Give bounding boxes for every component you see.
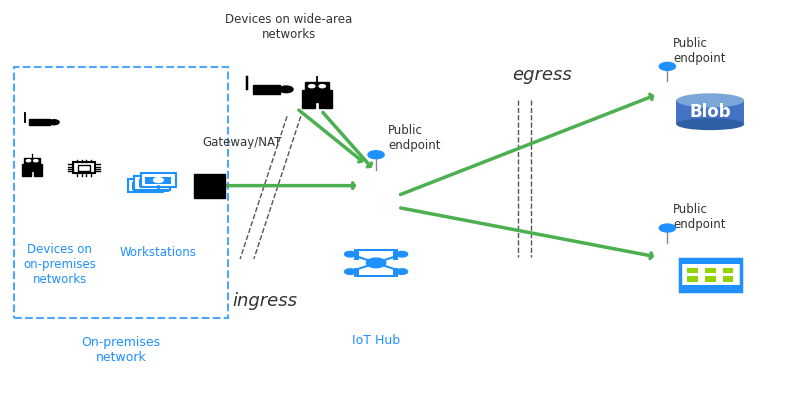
FancyBboxPatch shape [73,162,95,173]
FancyBboxPatch shape [722,268,732,273]
Text: egress: egress [512,66,571,84]
FancyBboxPatch shape [22,172,31,176]
FancyBboxPatch shape [676,101,744,124]
FancyBboxPatch shape [393,268,398,277]
Text: Blob: Blob [689,103,730,121]
Circle shape [396,269,407,275]
Text: Devices on
on-premises
networks: Devices on on-premises networks [24,243,96,286]
Circle shape [366,258,385,268]
FancyBboxPatch shape [302,90,332,102]
FancyBboxPatch shape [305,82,328,90]
FancyBboxPatch shape [354,251,358,260]
Circle shape [140,183,150,188]
Circle shape [344,269,355,275]
Text: Devices on wide-area
networks: Devices on wide-area networks [225,13,352,41]
FancyBboxPatch shape [704,277,714,282]
Text: ingress: ingress [232,292,297,310]
Circle shape [308,85,315,88]
FancyBboxPatch shape [319,103,332,108]
FancyBboxPatch shape [679,285,740,290]
FancyBboxPatch shape [134,176,169,190]
FancyBboxPatch shape [393,251,398,260]
Circle shape [33,160,38,162]
Text: Public
endpoint: Public endpoint [672,37,725,65]
FancyBboxPatch shape [145,176,171,184]
FancyBboxPatch shape [354,275,398,277]
FancyBboxPatch shape [132,182,158,190]
FancyBboxPatch shape [140,173,176,187]
FancyBboxPatch shape [127,179,163,192]
Circle shape [279,86,293,93]
FancyBboxPatch shape [679,259,740,290]
Text: Workstations: Workstations [119,247,195,259]
Text: Gateway/NAT: Gateway/NAT [203,136,282,148]
FancyBboxPatch shape [22,164,42,171]
Circle shape [659,224,675,232]
FancyBboxPatch shape [354,249,398,251]
Text: IoT Hub: IoT Hub [351,334,400,347]
FancyBboxPatch shape [722,277,732,282]
Text: Public
endpoint: Public endpoint [672,203,725,231]
FancyBboxPatch shape [704,268,714,273]
Circle shape [367,151,384,159]
FancyBboxPatch shape [33,172,42,176]
FancyBboxPatch shape [78,165,90,171]
FancyBboxPatch shape [148,191,169,192]
Circle shape [147,180,157,185]
Text: Public
endpoint: Public endpoint [388,124,440,152]
FancyBboxPatch shape [253,85,280,94]
FancyBboxPatch shape [302,103,315,108]
Circle shape [49,120,59,125]
Circle shape [153,178,163,182]
FancyBboxPatch shape [194,174,225,198]
Circle shape [319,85,325,88]
FancyBboxPatch shape [679,259,740,265]
FancyBboxPatch shape [139,179,165,187]
Circle shape [344,251,355,257]
Circle shape [26,160,31,162]
Circle shape [396,251,407,257]
FancyBboxPatch shape [29,119,49,125]
FancyBboxPatch shape [686,268,697,273]
Ellipse shape [676,93,744,108]
Ellipse shape [676,118,744,130]
Circle shape [659,62,675,70]
FancyBboxPatch shape [24,158,40,164]
Text: On-premises
network: On-premises network [81,336,161,364]
FancyBboxPatch shape [686,277,697,282]
FancyBboxPatch shape [354,268,358,277]
